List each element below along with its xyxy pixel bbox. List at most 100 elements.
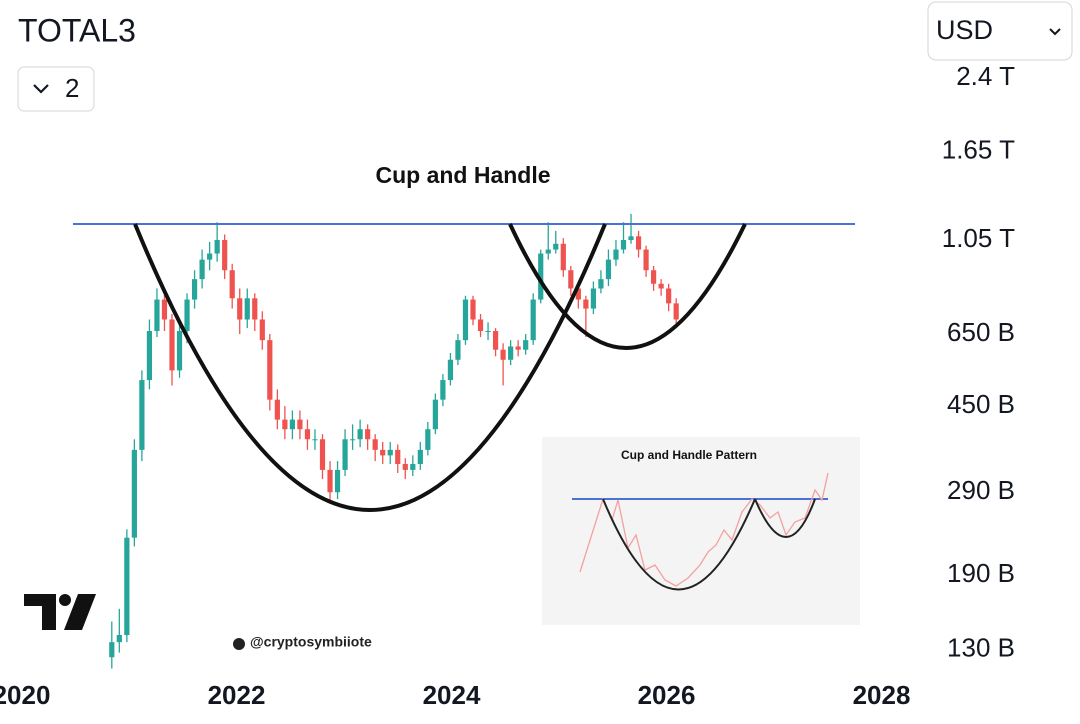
candle-body	[485, 331, 491, 333]
candle-body	[500, 349, 506, 360]
candle-body	[605, 259, 612, 280]
candle-body	[620, 240, 627, 250]
inset-price-line	[579, 472, 829, 587]
y-tick-label: 1.05 T	[942, 223, 1015, 253]
y-tick-label: 290 B	[947, 475, 1015, 505]
candle-body	[109, 642, 115, 658]
candle-body	[357, 429, 363, 440]
candle-body	[658, 283, 664, 289]
candle-body	[440, 380, 446, 400]
candle-body	[545, 249, 551, 254]
candle-body	[380, 449, 386, 456]
candle-body	[395, 449, 401, 464]
candle-body	[139, 380, 145, 450]
candle-body	[666, 288, 672, 304]
candle-body	[282, 419, 288, 430]
y-tick-label: 450 B	[947, 389, 1015, 419]
logo-shape	[24, 594, 56, 630]
candle-body	[365, 429, 371, 440]
candle-body	[470, 299, 476, 320]
candle-body	[508, 346, 514, 360]
candle-body	[372, 439, 378, 450]
candle-body	[289, 419, 295, 430]
inset: Cup and Handle Pattern	[542, 437, 860, 625]
y-tick-label: 2.4 T	[956, 61, 1015, 91]
candle-body	[477, 319, 484, 332]
candle-body	[342, 439, 348, 470]
candle-body	[447, 359, 454, 381]
candle-body	[462, 299, 469, 341]
x-tick-label: 2024	[423, 680, 481, 710]
candle-body	[417, 449, 423, 464]
candle-body	[229, 270, 235, 299]
candle-body	[146, 331, 153, 381]
candle-body	[553, 243, 559, 250]
inset-cup	[602, 498, 756, 591]
candle-body	[244, 298, 250, 320]
candle-body	[538, 253, 544, 300]
candle-body	[583, 299, 589, 309]
dropdown-icon	[1049, 28, 1061, 36]
candle-body	[635, 236, 642, 250]
candle-body	[432, 399, 438, 430]
candle-body	[297, 419, 303, 430]
inset-handle	[754, 498, 816, 538]
candle-body	[161, 299, 168, 320]
candle-body	[515, 346, 521, 350]
watermark-icon	[233, 638, 245, 650]
candle-body	[568, 270, 574, 289]
candle-body	[613, 249, 619, 260]
candle-body	[319, 439, 326, 470]
candle-body	[312, 439, 318, 441]
inset-background	[542, 437, 860, 625]
x-tick-label: 2026	[638, 680, 696, 710]
tradingview-logo	[24, 594, 96, 630]
candle-body	[350, 439, 356, 441]
chevron-icon	[33, 84, 49, 94]
logo-slash	[64, 594, 96, 630]
candle-body	[334, 469, 341, 493]
candle-body	[402, 463, 408, 470]
annotation-title: Cup and Handle	[375, 162, 550, 188]
logo-dot	[59, 594, 71, 606]
currency-label: USD	[936, 15, 993, 45]
candle-body	[425, 429, 431, 450]
candle-body	[387, 449, 393, 456]
candle-body	[252, 298, 258, 320]
candle-body	[575, 288, 581, 300]
candle-body	[184, 299, 190, 332]
candle-body	[237, 298, 243, 320]
candle-body	[274, 399, 280, 420]
candle-body	[131, 449, 137, 538]
candle-body	[116, 635, 122, 643]
candle-body	[191, 279, 198, 300]
currency-select[interactable]	[927, 1, 1073, 61]
candle-body	[673, 303, 679, 320]
candle-body	[530, 299, 536, 341]
candle-body	[199, 259, 205, 280]
candle-body	[560, 243, 566, 271]
candle-body	[492, 331, 499, 350]
candle-body	[410, 463, 416, 470]
candle-body	[259, 319, 265, 341]
candle-body	[222, 240, 228, 271]
candle-body	[169, 319, 175, 371]
candle-body	[651, 270, 657, 284]
watermark: @cryptosymbiiote	[250, 634, 372, 650]
candle-body	[124, 537, 130, 636]
x-tick-label: 2022	[208, 680, 266, 710]
interval-button[interactable]	[17, 66, 95, 112]
candle-body	[643, 249, 649, 271]
candle-body	[176, 331, 183, 371]
cup-curve	[133, 223, 607, 512]
candle-body	[214, 240, 220, 254]
plot-area: 130 B 190 B 290 B 450 B 650 B 1.05 T 1.65 T 2.4…	[0, 61, 1015, 710]
candle-body	[327, 469, 333, 493]
handle-curve	[508, 223, 747, 350]
candle-body	[207, 253, 213, 260]
candle-body	[628, 236, 634, 241]
symbol: TOTAL3	[18, 12, 136, 48]
inset-title: Cup and Handle Pattern	[621, 448, 757, 462]
